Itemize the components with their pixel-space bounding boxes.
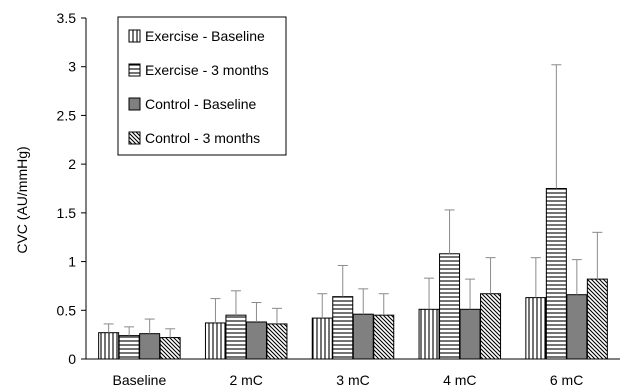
bar xyxy=(159,337,181,360)
x-tick-label: 3 mC xyxy=(336,372,369,388)
bar xyxy=(245,321,267,360)
bar xyxy=(525,297,547,360)
legend-swatch xyxy=(128,97,141,111)
bar xyxy=(566,294,588,360)
legend-swatch xyxy=(128,29,141,43)
bar xyxy=(586,278,608,360)
legend-label: Exercise - 3 months xyxy=(145,62,269,78)
bars xyxy=(98,188,608,360)
legend-item: Exercise - Baseline xyxy=(128,28,265,44)
y-tick-label: 0.5 xyxy=(57,302,77,318)
bar xyxy=(332,296,354,360)
x-tick-label: 4 mC xyxy=(443,372,476,388)
legend-label: Control - 3 months xyxy=(145,130,260,146)
y-tick-label: 0 xyxy=(68,351,76,367)
bar xyxy=(459,308,481,360)
y-tick-label: 2.5 xyxy=(57,107,77,123)
legend-item: Control - 3 months xyxy=(128,130,260,146)
bar xyxy=(545,188,567,360)
x-tick-label: 2 mC xyxy=(229,372,262,388)
legend: Exercise - Baseline Exercise - 3 months Co… xyxy=(117,16,287,156)
bar xyxy=(480,293,502,360)
x-tick-label: Baseline xyxy=(113,372,167,388)
x-axis-ticks: Baseline 2 mC 3 mC 4 mC 6 mC xyxy=(113,372,584,388)
legend-swatch xyxy=(128,131,141,145)
legend-item: Control - Baseline xyxy=(128,96,256,112)
error-bars xyxy=(103,64,603,338)
bar xyxy=(418,308,440,360)
bar xyxy=(352,313,374,360)
y-tick-label: 3.5 xyxy=(57,10,77,26)
bar xyxy=(225,314,247,360)
y-axis-ticks: 0 0.5 1 1.5 2 2.5 3 3.5 xyxy=(57,10,86,367)
bar xyxy=(439,253,461,360)
y-tick-label: 2 xyxy=(68,156,76,172)
legend-box xyxy=(117,16,287,156)
bar xyxy=(311,317,333,360)
y-tick-label: 1 xyxy=(68,254,76,270)
bar xyxy=(118,335,140,360)
y-axis-label: CVC (AU/mmHg) xyxy=(14,146,30,253)
y-tick-label: 3 xyxy=(68,59,76,75)
bar xyxy=(266,323,288,360)
legend-label: Control - Baseline xyxy=(145,96,256,112)
legend-swatch xyxy=(128,63,141,77)
bar xyxy=(373,314,395,360)
bar xyxy=(204,322,226,360)
x-tick-label: 6 mC xyxy=(550,372,583,388)
y-tick-label: 1.5 xyxy=(57,205,77,221)
bar xyxy=(98,332,120,360)
legend-label: Exercise - Baseline xyxy=(145,28,265,44)
bar xyxy=(139,333,161,360)
legend-item: Exercise - 3 months xyxy=(128,62,269,78)
